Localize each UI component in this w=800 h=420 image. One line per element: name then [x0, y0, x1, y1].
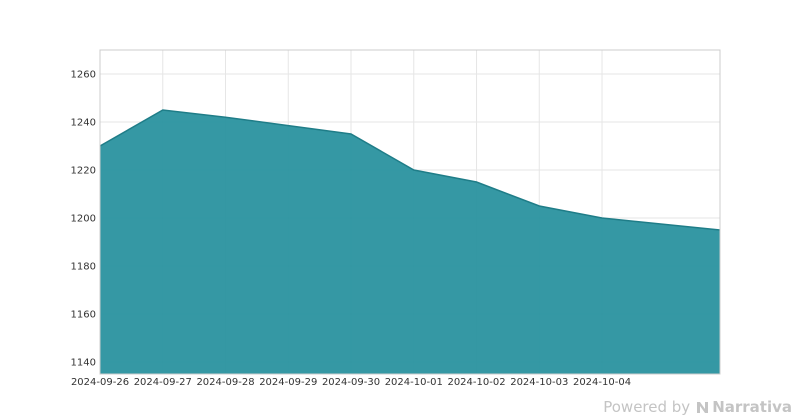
x-tick-label: 2024-09-26 [71, 377, 129, 388]
x-tick-label: 2024-10-01 [385, 377, 443, 388]
x-tick-label: 2024-10-03 [510, 377, 568, 388]
x-tick-label: 2024-09-28 [196, 377, 254, 388]
y-tick-label: 1180 [71, 262, 96, 273]
x-tick-label: 2024-10-02 [447, 377, 505, 388]
x-tick-label: 2024-09-30 [322, 377, 380, 388]
y-tick-label: 1160 [71, 310, 96, 321]
y-tick-label: 1200 [71, 214, 96, 225]
y-axis: 1140 1160 1180 1200 1220 1240 1260 [71, 70, 96, 369]
powered-by-text: Powered by [603, 398, 691, 416]
x-tick-label: 2024-09-27 [134, 377, 192, 388]
y-tick-label: 1220 [71, 166, 96, 177]
y-tick-label: 1140 [71, 358, 96, 369]
series-area [100, 110, 720, 374]
x-tick-label: 2024-10-04 [573, 377, 631, 388]
y-tick-label: 1240 [71, 118, 96, 129]
series-layer [99, 109, 721, 374]
narrativa-logo-icon [697, 401, 709, 413]
plot-frame [99, 49, 721, 375]
series-line [99, 109, 721, 231]
brand: Narrativa [696, 398, 792, 416]
brand-name: Narrativa [712, 398, 792, 416]
powered-by-credit[interactable]: Powered by Narrativa [603, 398, 792, 416]
y-tick-label: 1260 [71, 70, 96, 81]
x-axis: 2024-09-26 2024-09-27 2024-09-28 2024-09-29… [71, 377, 631, 388]
x-tick-label: 2024-09-29 [259, 377, 317, 388]
